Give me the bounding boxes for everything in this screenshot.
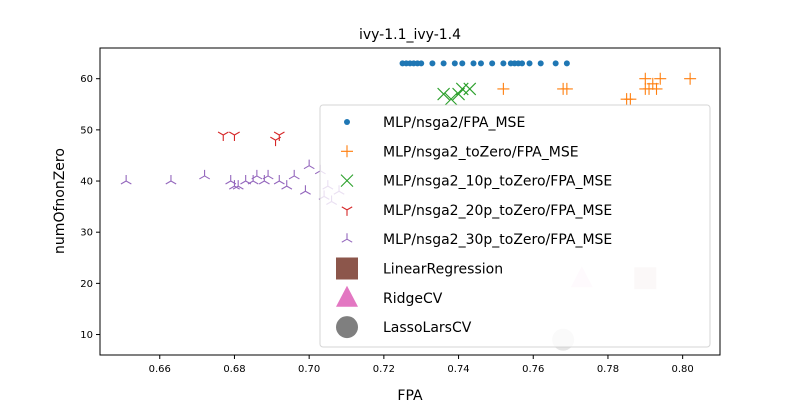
x-tick-label: 0.74 xyxy=(447,364,469,375)
x-tick-label: 0.76 xyxy=(522,364,544,375)
legend-marker xyxy=(341,233,353,243)
legend-label: MLP/nsga2_30p_toZero/FPA_MSE xyxy=(383,232,612,248)
legend-item-linearregression: LinearRegression xyxy=(336,257,503,280)
data-point xyxy=(560,82,573,95)
x-tick-label: 0.66 xyxy=(149,364,171,375)
legend-label: MLP/nsga2_20p_toZero/FPA_MSE xyxy=(383,203,612,219)
data-point xyxy=(452,87,465,101)
data-point xyxy=(418,60,425,67)
legend-label: MLP/nsga2_toZero/FPA_MSE xyxy=(383,144,579,160)
data-point xyxy=(232,180,244,190)
data-point xyxy=(451,60,458,67)
legend-marker xyxy=(336,316,358,339)
data-point xyxy=(624,93,637,106)
data-point xyxy=(639,72,652,85)
legend: MLP/nsga2/FPA_MSE MLP/nsga2_toZero/FPA_MS… xyxy=(319,104,711,348)
x-tick-label: 0.72 xyxy=(373,364,395,375)
data-point xyxy=(288,169,300,180)
data-point xyxy=(470,60,477,67)
chart-title: ivy-1.1_ivy-1.4 xyxy=(359,27,461,43)
data-point xyxy=(654,72,667,85)
legend-item-mlp-nsga2-30p-tozero-fpa-mse: MLP/nsga2_30p_toZero/FPA_MSE xyxy=(341,232,612,248)
data-point xyxy=(199,169,211,180)
data-point xyxy=(444,92,458,106)
legend-item-mlp-nsga2-tozero-fpa-mse: MLP/nsga2_toZero/FPA_MSE xyxy=(341,144,579,160)
data-point xyxy=(440,60,447,67)
x-tick-label: 0.70 xyxy=(298,364,320,375)
legend-marker xyxy=(341,145,353,158)
data-point xyxy=(303,159,315,170)
legend-marker xyxy=(341,206,353,216)
data-point xyxy=(489,60,496,67)
data-point xyxy=(500,60,507,67)
data-point xyxy=(477,60,484,67)
data-point xyxy=(228,131,240,141)
x-tick-label: 0.80 xyxy=(672,364,694,375)
x-tick-label: 0.78 xyxy=(597,364,619,375)
legend-label: LinearRegression xyxy=(383,262,503,278)
legend-item-mlp-nsga2-fpa-mse: MLP/nsga2/FPA_MSE xyxy=(344,115,525,131)
legend-item-mlp-nsga2-10p-tozero-fpa-mse: MLP/nsga2_10p_toZero/FPA_MSE xyxy=(340,174,612,190)
legend-label: MLP/nsga2_10p_toZero/FPA_MSE xyxy=(383,174,612,190)
data-point xyxy=(437,87,451,101)
legend-item-lassolarscv: LassoLarsCV xyxy=(336,316,472,339)
data-point xyxy=(120,175,132,185)
data-point xyxy=(262,169,274,180)
data-point xyxy=(281,180,293,190)
legend-box xyxy=(319,104,711,348)
data-point xyxy=(519,60,526,67)
data-point xyxy=(225,175,237,185)
axes: 0.66 0.68 0.70 0.72 0.74 0.76 0.78 0.80 10 20 30 40… xyxy=(80,74,694,375)
plot-frame xyxy=(99,47,721,356)
y-tick-label: 30 xyxy=(80,228,93,239)
data-point xyxy=(228,180,240,190)
legend-label: MLP/nsga2/FPA_MSE xyxy=(383,115,525,131)
y-tick-label: 40 xyxy=(80,177,93,188)
data-point xyxy=(552,60,559,67)
y-axis-label: numOfnonZero xyxy=(52,148,68,254)
legend-marker xyxy=(336,285,358,307)
data-point xyxy=(270,136,282,147)
data-point xyxy=(463,82,477,96)
data-point xyxy=(251,169,263,180)
data-point xyxy=(429,60,436,67)
y-tick-label: 20 xyxy=(80,279,93,290)
x-tick-label: 0.68 xyxy=(223,364,245,375)
data-point xyxy=(650,82,663,95)
series-mlp-nsga2-fpa-mse xyxy=(399,60,570,67)
legend-item-ridgecv: RidgeCV xyxy=(336,285,443,307)
data-point xyxy=(497,82,510,95)
legend-label: RidgeCV xyxy=(383,291,443,307)
legend-label: LassoLarsCV xyxy=(383,320,472,336)
legend-marker xyxy=(344,119,350,125)
data-point xyxy=(273,175,285,185)
data-point xyxy=(459,60,466,67)
data-point xyxy=(165,175,177,185)
data-point xyxy=(563,60,570,67)
series-mlp-nsga2-10p-tozero-fpa-mse xyxy=(437,82,477,106)
y-tick-label: 60 xyxy=(80,74,93,85)
data-point xyxy=(299,185,311,195)
series-mlp-nsga2-tozero-fpa-mse xyxy=(497,72,697,106)
legend-item-mlp-nsga2-20p-tozero-fpa-mse: MLP/nsga2_20p_toZero/FPA_MSE xyxy=(341,203,612,219)
data-point xyxy=(684,72,697,85)
series-mlp-nsga2-20p-tozero-fpa-mse xyxy=(217,131,285,147)
legend-marker xyxy=(336,257,358,280)
data-point xyxy=(526,60,533,67)
data-point xyxy=(273,131,285,141)
y-tick-label: 50 xyxy=(80,125,93,136)
x-axis-label: FPA xyxy=(397,388,423,400)
data-point xyxy=(537,60,544,67)
data-point xyxy=(217,131,229,141)
legend-marker xyxy=(340,174,354,187)
data-point xyxy=(240,175,252,185)
y-tick-label: 10 xyxy=(80,330,93,341)
